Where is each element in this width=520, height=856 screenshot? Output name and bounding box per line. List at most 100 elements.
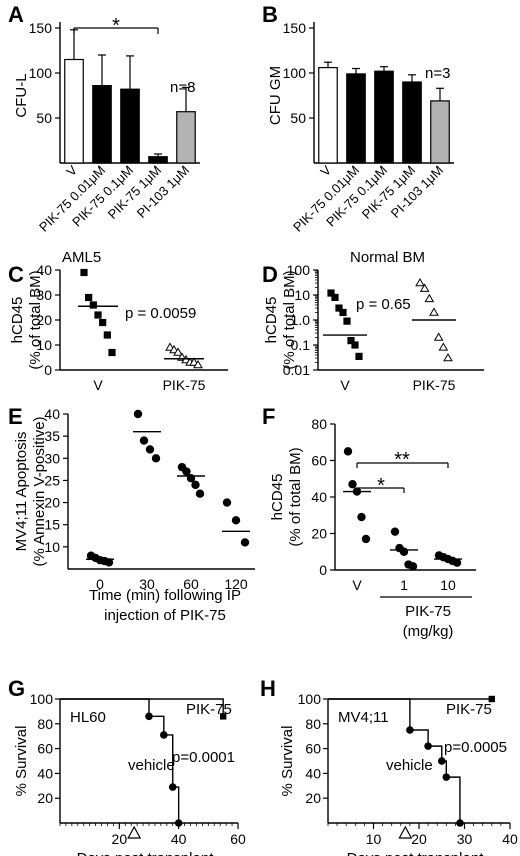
- panel-label: A: [8, 2, 24, 27]
- data-point: [408, 562, 418, 571]
- data-point: [424, 293, 435, 303]
- data-point: [390, 527, 400, 536]
- data-point: [145, 445, 155, 454]
- data-point: [133, 409, 143, 419]
- p-value: p = 0.0059: [125, 305, 196, 322]
- data-point: [85, 293, 93, 302]
- series-label: PIK-75: [446, 701, 492, 718]
- bar: [318, 66, 338, 164]
- group-unit: (mg/kg): [403, 623, 454, 640]
- y-tick-label: 100: [30, 691, 54, 707]
- data-point: [89, 301, 97, 309]
- y-tick-label: 30: [36, 287, 52, 303]
- x-axis-label: Days post transplant: [347, 850, 485, 856]
- y-tick-label: 20: [305, 790, 321, 806]
- y-tick-label: 80: [37, 716, 53, 732]
- series-label: PIK-75: [186, 701, 232, 718]
- y-axis-label-2: (% of total BM): [287, 447, 304, 546]
- y-tick-label: 150: [283, 20, 307, 36]
- x-tick-label: V: [63, 162, 80, 179]
- n-annotation: n=8: [170, 79, 195, 96]
- sig-star: *: [377, 475, 385, 497]
- data-point: [339, 308, 347, 317]
- x-tick-label: 1: [400, 577, 408, 593]
- data-point: [335, 304, 343, 312]
- survival-marker: [219, 713, 227, 720]
- y-tick-label: 50: [290, 110, 306, 126]
- data-point: [347, 336, 355, 345]
- bar: [374, 70, 394, 164]
- y-tick-label: 150: [29, 20, 53, 36]
- panel-label: E: [8, 404, 23, 429]
- y-axis-label: % Survival: [279, 726, 296, 797]
- x-tick-label: 20: [411, 831, 427, 847]
- data-point: [415, 277, 425, 287]
- x-tick-label: PIK-75: [413, 377, 456, 393]
- y-tick-label: 60: [311, 453, 327, 469]
- data-point: [351, 341, 359, 349]
- p-value: p = 0.65: [356, 296, 411, 313]
- x-tick-label: 20: [112, 831, 128, 847]
- survival-curve: [328, 698, 461, 823]
- y-tick-label: 60: [37, 741, 53, 757]
- y-axis-label-2: (% of total BM): [281, 270, 298, 369]
- bar: [64, 58, 84, 164]
- data-point: [327, 289, 335, 297]
- x-tick-label: 40: [171, 831, 187, 847]
- panel-title: Normal BM: [350, 249, 425, 266]
- cell-line-label: MV4;11: [338, 709, 389, 726]
- x-tick-label: 10: [366, 831, 382, 847]
- bar: [346, 73, 366, 164]
- y-tick-label: 40: [36, 262, 52, 278]
- y-tick-label: 100: [287, 262, 311, 278]
- bar: [148, 156, 168, 164]
- y-tick-label: 20: [44, 495, 60, 511]
- survival-marker: [160, 731, 168, 739]
- data-point: [99, 318, 107, 327]
- data-point: [195, 489, 205, 498]
- y-tick-label: 1.0: [291, 312, 311, 328]
- x-tick-label: 120: [224, 576, 248, 592]
- n-annotation: n=3: [425, 65, 450, 82]
- y-tick-label: 20: [311, 526, 327, 542]
- y-axis-label: MV4;11 Apoptosis: [13, 432, 30, 552]
- x-tick-label: 60: [230, 831, 246, 847]
- survival-marker: [145, 712, 153, 721]
- data-point: [191, 480, 200, 490]
- cell-line-label: HL60: [70, 709, 106, 726]
- x-tick-label: V: [93, 377, 103, 393]
- x-axis-label: Days post transplant: [77, 850, 215, 856]
- data-point: [240, 538, 250, 547]
- y-axis-label: hCD45: [263, 297, 280, 344]
- panel-label: H: [260, 676, 276, 701]
- data-point: [343, 447, 353, 456]
- x-tick-label: V: [340, 377, 350, 393]
- panel-label: F: [262, 404, 275, 429]
- y-tick-label: 25: [44, 472, 60, 488]
- x-tick-label: 0: [96, 576, 104, 592]
- y-axis-label: % Survival: [13, 726, 30, 797]
- data-point: [433, 332, 444, 341]
- x-tick-label: 40: [502, 831, 518, 847]
- x-axis-label-2: injection of PIK-75: [104, 607, 226, 624]
- data-point: [452, 558, 462, 567]
- injection-marker: [127, 825, 142, 839]
- x-tick-label: 30: [139, 576, 155, 592]
- survival-marker: [488, 695, 495, 703]
- y-tick-label: 80: [305, 716, 321, 732]
- data-point: [429, 307, 439, 316]
- bar: [430, 100, 450, 164]
- survival-marker: [456, 819, 464, 827]
- data-point: [80, 268, 88, 277]
- bar: [92, 84, 112, 164]
- survival-marker: [442, 773, 451, 781]
- y-tick-label: 10: [44, 539, 60, 555]
- panel-label: C: [8, 262, 24, 287]
- p-value: p=0.0005: [444, 739, 507, 756]
- data-point: [104, 558, 114, 567]
- data-point: [151, 454, 161, 463]
- y-tick-label: 15: [44, 517, 60, 533]
- data-point: [361, 534, 371, 544]
- y-tick-label: 40: [44, 406, 60, 422]
